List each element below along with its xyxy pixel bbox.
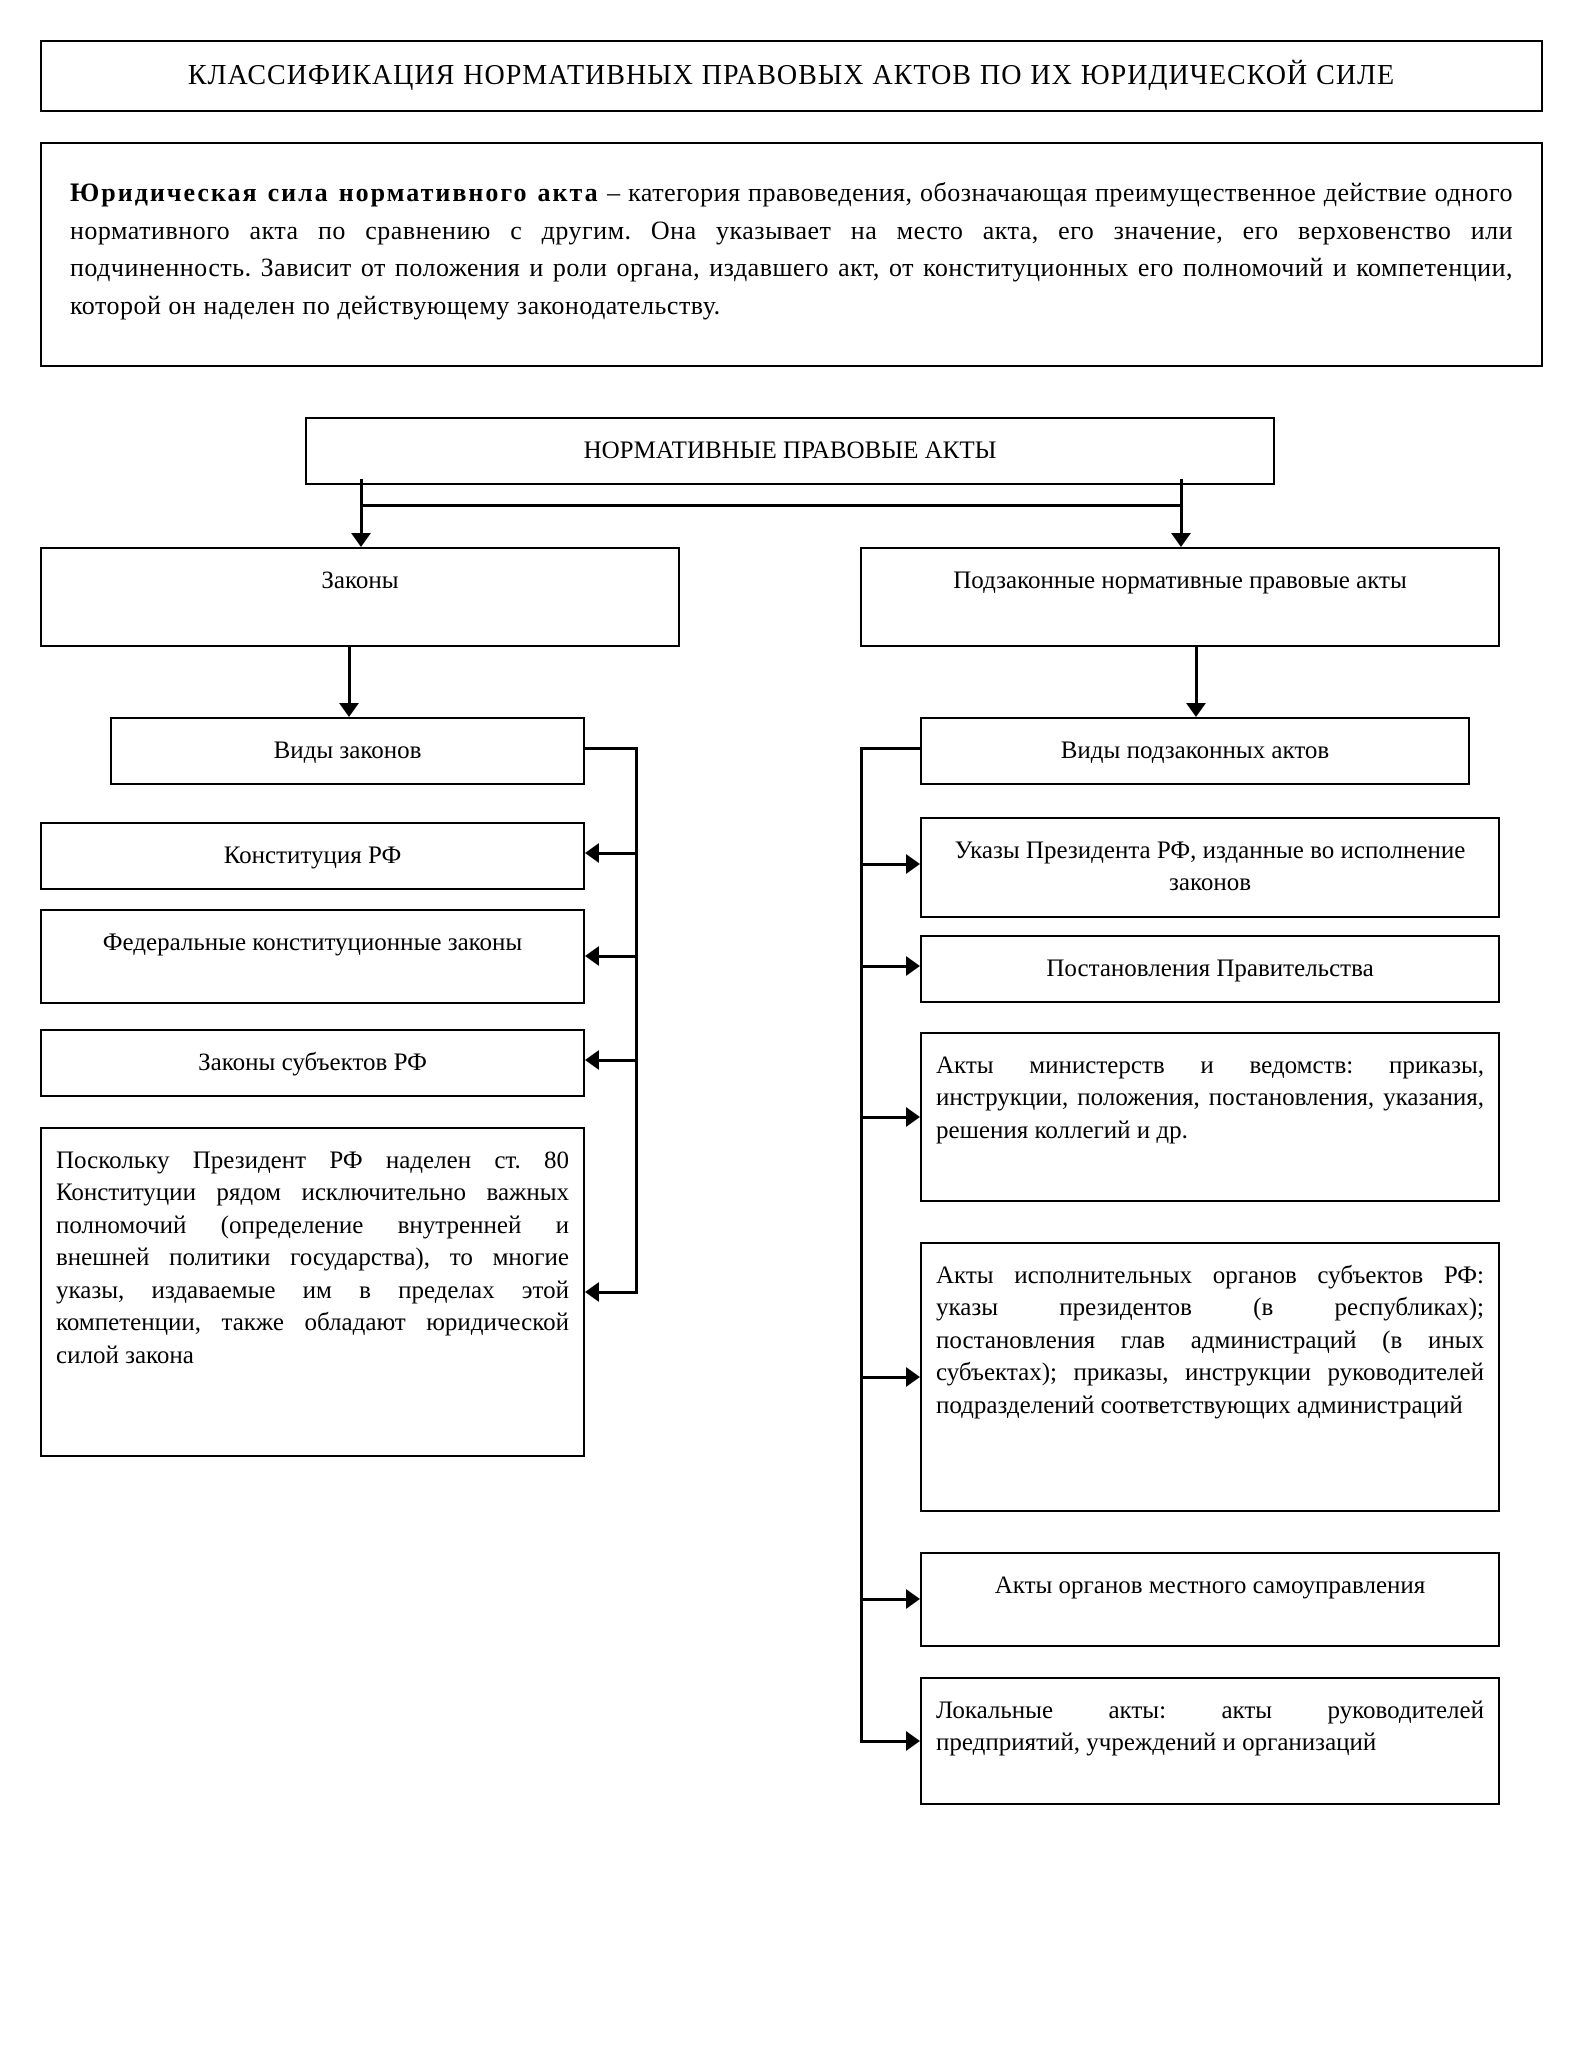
left-item-2: Законы субъектов РФ bbox=[40, 1029, 585, 1098]
connector-line bbox=[860, 747, 920, 750]
connector-line bbox=[599, 852, 638, 855]
right-item-2: Акты министерств и ведомств: приказы, ин… bbox=[920, 1032, 1500, 1202]
arrow-right-icon bbox=[906, 854, 920, 874]
connector-line bbox=[599, 1059, 638, 1062]
connector-line bbox=[860, 1598, 906, 1601]
arrow-right-icon bbox=[906, 1731, 920, 1751]
connector-line bbox=[360, 504, 363, 533]
arrow-down-icon bbox=[1186, 703, 1206, 717]
connector-line bbox=[1195, 647, 1198, 703]
connector-line bbox=[860, 747, 863, 1743]
left-section: Виды законов bbox=[110, 717, 585, 786]
right-item-3: Акты исполнительных органов субъектов РФ… bbox=[920, 1242, 1500, 1512]
connector-line bbox=[1180, 504, 1183, 533]
arrow-right-icon bbox=[906, 1107, 920, 1127]
connector-line bbox=[348, 647, 351, 703]
right-item-5: Локальные акты: акты руководителей предп… bbox=[920, 1677, 1500, 1805]
right-item-0: Указы Президента РФ, изданные во исполне… bbox=[920, 817, 1500, 918]
connector-line bbox=[860, 1116, 906, 1119]
flowchart: НОРМАТИВНЫЕ ПРАВОВЫЕ АКТЫ Законы Подзаконн… bbox=[40, 417, 1543, 1957]
connector-line bbox=[860, 1740, 906, 1743]
connector-line bbox=[585, 747, 635, 750]
definition-box: Юридическая сила нормативного акта – кат… bbox=[40, 142, 1543, 367]
connector-line bbox=[599, 1291, 638, 1294]
connector-line bbox=[860, 1376, 906, 1379]
connector-line bbox=[599, 955, 638, 958]
arrow-left-icon bbox=[585, 843, 599, 863]
root-node: НОРМАТИВНЫЕ ПРАВОВЫЕ АКТЫ bbox=[305, 417, 1275, 486]
left-title: Законы bbox=[40, 547, 680, 647]
right-section: Виды подзаконных актов bbox=[920, 717, 1470, 786]
arrow-down-icon bbox=[351, 533, 371, 547]
arrow-right-icon bbox=[906, 956, 920, 976]
arrow-left-icon bbox=[585, 1282, 599, 1302]
left-item-1: Федеральные конституционные законы bbox=[40, 909, 585, 1004]
right-item-4: Акты органов местного самоуправления bbox=[920, 1552, 1500, 1647]
arrow-right-icon bbox=[906, 1589, 920, 1609]
arrow-down-icon bbox=[1171, 533, 1191, 547]
connector-line bbox=[1180, 479, 1183, 504]
right-title: Подзаконные нормативные правовые акты bbox=[860, 547, 1500, 647]
right-item-1: Постановления Правительства bbox=[920, 935, 1500, 1004]
arrow-right-icon bbox=[906, 1367, 920, 1387]
left-item-3: Поскольку Президент РФ наделен ст. 80 Ко… bbox=[40, 1127, 585, 1457]
left-item-0: Конституция РФ bbox=[40, 822, 585, 891]
connector-line bbox=[635, 747, 638, 1294]
connector-line bbox=[860, 965, 906, 968]
connector-line bbox=[360, 479, 363, 504]
arrow-left-icon bbox=[585, 946, 599, 966]
arrow-left-icon bbox=[585, 1050, 599, 1070]
connector-line bbox=[360, 504, 1183, 507]
arrow-down-icon bbox=[339, 703, 359, 717]
main-title: КЛАССИФИКАЦИЯ НОРМАТИВНЫХ ПРАВОВЫХ АКТОВ… bbox=[40, 40, 1543, 112]
connector-line bbox=[860, 863, 906, 866]
definition-term: Юридическая сила нормативного акта bbox=[70, 178, 600, 207]
